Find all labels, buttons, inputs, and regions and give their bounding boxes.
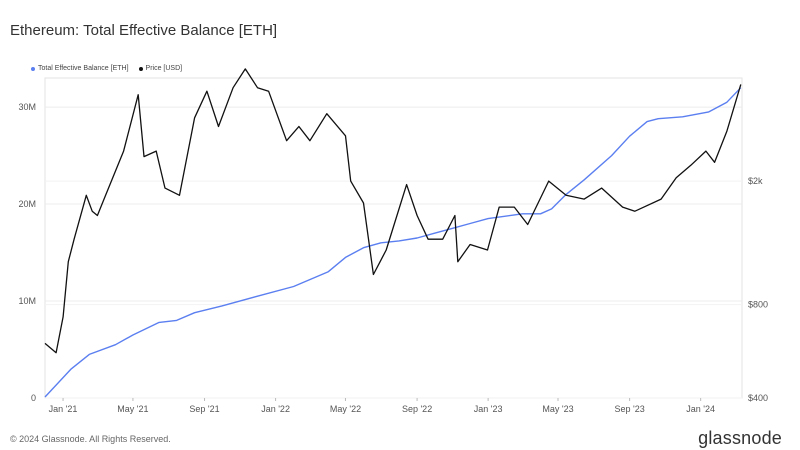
chart-legend: Total Effective Balance [ETH] Price [USD…: [31, 65, 182, 72]
legend-label-price: Price [USD]: [145, 65, 183, 72]
x-tick-label: Sep '21: [189, 404, 219, 414]
brand-logo[interactable]: glassnode: [698, 428, 782, 448]
series-lines: [44, 68, 742, 398]
y-axis-left: 0 10M 20M 30M: [18, 102, 36, 403]
legend-dot-balance: [31, 66, 35, 71]
y-right-tick-label: $800: [748, 300, 768, 310]
y-left-tick-label: 20M: [18, 199, 36, 209]
legend-item-balance[interactable]: Total Effective Balance [ETH]: [31, 65, 129, 72]
x-axis: Jan '21 May '21 Sep '21 Jan '22 May '22 Sep '…: [49, 398, 715, 414]
series-line-price: [44, 68, 742, 354]
x-tick-label: Jan '23: [474, 404, 503, 414]
series-line-balance: [44, 87, 742, 398]
y-right-tick-label: $400: [748, 393, 768, 403]
x-tick-label: Sep '23: [614, 404, 644, 414]
chart-grid: [44, 77, 743, 399]
y-right-tick-label: $2k: [748, 176, 763, 186]
x-tick-label: May '21: [117, 404, 148, 414]
legend-item-price[interactable]: Price [USD]: [138, 65, 183, 72]
x-tick-label: Jan '24: [686, 404, 715, 414]
legend-dot-price: [138, 66, 143, 71]
legend-label-balance: Total Effective Balance [ETH]: [38, 65, 129, 72]
chart-title: Ethereum: Total Effective Balance [ETH]: [10, 22, 278, 39]
y-left-tick-label: 0: [31, 393, 36, 403]
x-tick-label: Sep '22: [402, 404, 432, 414]
plot-frame: [44, 77, 743, 399]
x-tick-label: May '23: [542, 404, 573, 414]
y-left-tick-label: 10M: [18, 296, 36, 306]
x-tick-label: Jan '22: [261, 404, 290, 414]
copyright-text: © 2024 Glassnode. All Rights Reserved.: [10, 434, 171, 444]
x-tick-label: May '22: [330, 404, 361, 414]
y-axis-right: $400 $800 $2k: [748, 176, 768, 403]
x-tick-label: Jan '21: [49, 404, 78, 414]
y-left-tick-label: 30M: [18, 102, 36, 112]
